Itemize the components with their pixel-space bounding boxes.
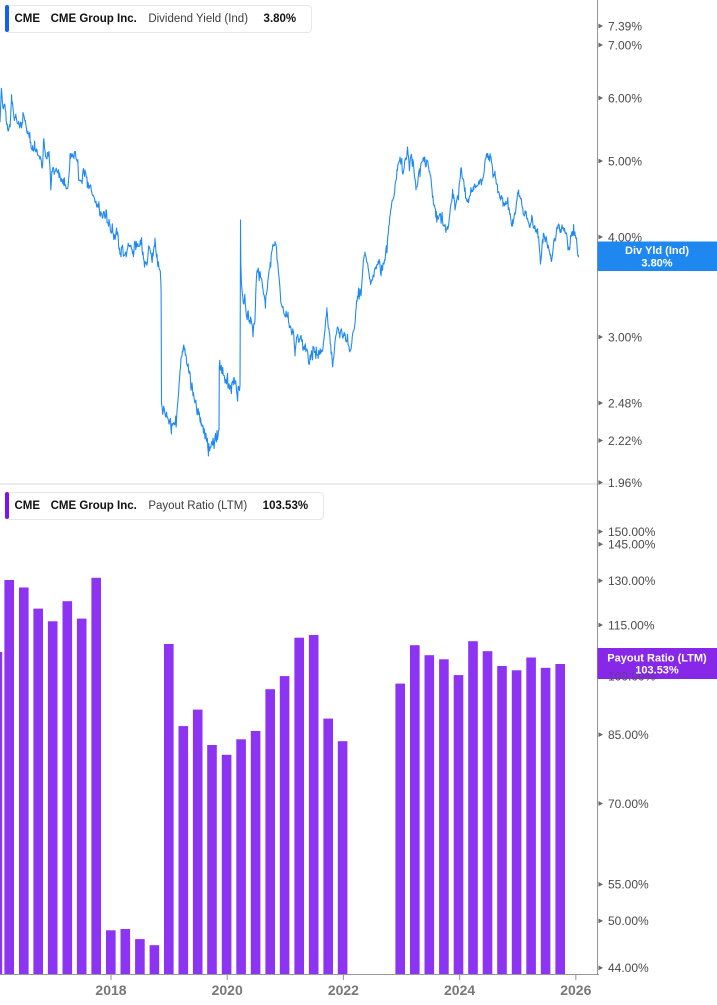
svg-text:2024: 2024 xyxy=(444,982,475,998)
svg-text:2022: 2022 xyxy=(328,982,359,998)
svg-text:3.80%: 3.80% xyxy=(641,257,672,269)
svg-text:2.48%: 2.48% xyxy=(608,396,642,410)
svg-text:145.00%: 145.00% xyxy=(608,538,656,552)
svg-text:2026: 2026 xyxy=(560,982,591,998)
svg-text:55.00%: 55.00% xyxy=(608,878,649,892)
svg-text:Div Yld (Ind): Div Yld (Ind) xyxy=(625,245,689,257)
svg-text:85.00%: 85.00% xyxy=(608,728,649,742)
svg-text:115.00%: 115.00% xyxy=(608,618,655,632)
svg-text:1.96%: 1.96% xyxy=(608,476,642,490)
svg-text:6.00%: 6.00% xyxy=(608,91,642,105)
svg-text:103.53%: 103.53% xyxy=(635,665,679,677)
svg-text:2.22%: 2.22% xyxy=(608,434,642,448)
svg-text:130.00%: 130.00% xyxy=(608,574,656,588)
svg-text:50.00%: 50.00% xyxy=(608,914,649,928)
svg-text:150.00%: 150.00% xyxy=(608,525,656,539)
svg-text:70.00%: 70.00% xyxy=(608,797,649,811)
svg-text:7.39%: 7.39% xyxy=(608,19,642,33)
svg-text:2018: 2018 xyxy=(95,982,126,998)
svg-text:3.00%: 3.00% xyxy=(608,330,642,344)
svg-text:5.00%: 5.00% xyxy=(608,154,642,168)
svg-text:Payout Ratio (LTM): Payout Ratio (LTM) xyxy=(607,652,707,664)
svg-text:44.00%: 44.00% xyxy=(608,961,649,975)
svg-text:4.00%: 4.00% xyxy=(608,230,642,244)
svg-text:2020: 2020 xyxy=(212,982,243,998)
svg-text:7.00%: 7.00% xyxy=(608,38,642,52)
svg-text:100.00%: 100.00% xyxy=(608,669,656,683)
